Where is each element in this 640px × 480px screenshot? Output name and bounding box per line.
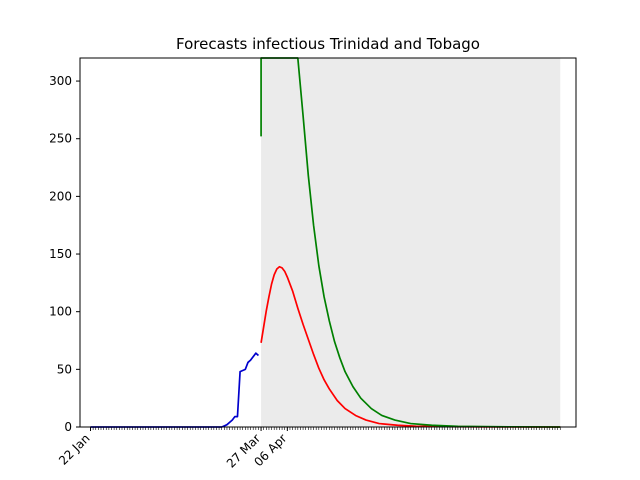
chart-title: Forecasts infectious Trinidad and Tobago	[176, 35, 480, 53]
shaded-forecast-interval	[261, 58, 561, 427]
axes-frame	[79, 57, 577, 428]
y-tick-label: 300	[49, 74, 72, 88]
y-tick-label: 0	[64, 420, 72, 434]
series-line-3	[260, 57, 561, 428]
y-tick-label: 250	[49, 132, 72, 146]
series-line-2	[260, 265, 561, 428]
y-tick-label: 100	[49, 305, 72, 319]
y-tick-label: 200	[49, 189, 72, 203]
x-tick-label: 22 Jan	[56, 431, 92, 467]
series-line-1	[90, 352, 260, 428]
y-tick-label: 150	[49, 247, 72, 261]
y-tick-label: 50	[57, 362, 72, 376]
